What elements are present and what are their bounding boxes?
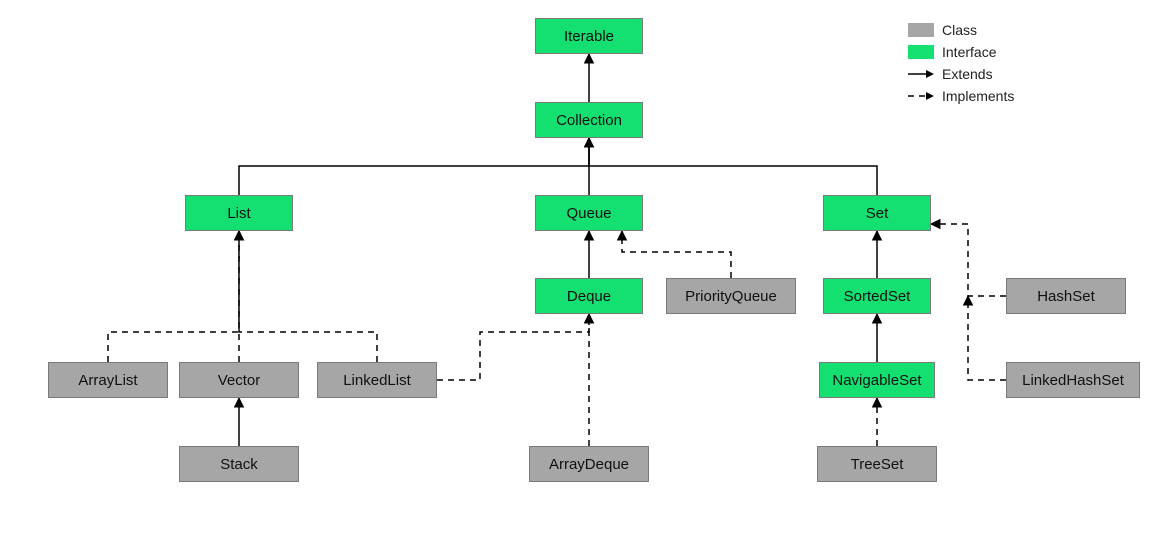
- node-label: Stack: [220, 456, 258, 473]
- edge-arraylist-to-list: [108, 231, 239, 362]
- node-stack: Stack: [179, 446, 299, 482]
- node-label: SortedSet: [844, 288, 911, 305]
- edge-linkedlist-to-deque: [437, 314, 589, 380]
- legend-label: Implements: [942, 88, 1014, 104]
- node-list: List: [185, 195, 293, 231]
- node-label: LinkedList: [343, 372, 411, 389]
- legend-line-icon: [908, 89, 934, 103]
- node-iterable: Iterable: [535, 18, 643, 54]
- node-label: Collection: [556, 112, 622, 129]
- edge-linkedlist-to-list: [239, 231, 377, 362]
- legend-row: Interface: [908, 42, 1014, 62]
- diagram-canvas: Iterable Collection List Queue Set Deque Prior…: [0, 0, 1166, 556]
- legend-swatch: [908, 23, 934, 37]
- node-deque: Deque: [535, 278, 643, 314]
- node-navigableset: NavigableSet: [819, 362, 935, 398]
- node-linkedhashset: LinkedHashSet: [1006, 362, 1140, 398]
- node-hashset: HashSet: [1006, 278, 1126, 314]
- node-queue: Queue: [535, 195, 643, 231]
- edge-linkedhashset-to-hashset: [968, 296, 1006, 380]
- node-label: Deque: [567, 288, 611, 305]
- node-label: ArrayDeque: [549, 456, 629, 473]
- node-treeset: TreeSet: [817, 446, 937, 482]
- legend-label: Class: [942, 22, 977, 38]
- node-label: Iterable: [564, 28, 614, 45]
- node-label: ArrayList: [78, 372, 137, 389]
- legend: Class Interface Extends Implements: [908, 20, 1014, 108]
- edge-priorityqueue-to-queue: [622, 231, 731, 278]
- legend-label: Extends: [942, 66, 993, 82]
- legend-row: Class: [908, 20, 1014, 40]
- node-priorityqueue: PriorityQueue: [666, 278, 796, 314]
- edge-list-to-collection: [239, 138, 589, 195]
- node-label: NavigableSet: [832, 372, 921, 389]
- node-arraylist: ArrayList: [48, 362, 168, 398]
- edge-set-to-collection: [589, 138, 877, 195]
- node-label: TreeSet: [851, 456, 904, 473]
- node-label: Set: [866, 205, 889, 222]
- node-label: List: [227, 205, 250, 222]
- node-label: PriorityQueue: [685, 288, 777, 305]
- node-collection: Collection: [535, 102, 643, 138]
- node-arraydeque: ArrayDeque: [529, 446, 649, 482]
- legend-label: Interface: [942, 44, 996, 60]
- legend-row: Implements: [908, 86, 1014, 106]
- legend-row: Extends: [908, 64, 1014, 84]
- node-set: Set: [823, 195, 931, 231]
- node-label: Queue: [566, 205, 611, 222]
- edge-hashset-to-set: [931, 224, 1006, 296]
- node-label: HashSet: [1037, 288, 1095, 305]
- node-label: Vector: [218, 372, 261, 389]
- node-sortedset: SortedSet: [823, 278, 931, 314]
- node-label: LinkedHashSet: [1022, 372, 1124, 389]
- node-vector: Vector: [179, 362, 299, 398]
- legend-swatch: [908, 45, 934, 59]
- node-linkedlist: LinkedList: [317, 362, 437, 398]
- legend-line-icon: [908, 67, 934, 81]
